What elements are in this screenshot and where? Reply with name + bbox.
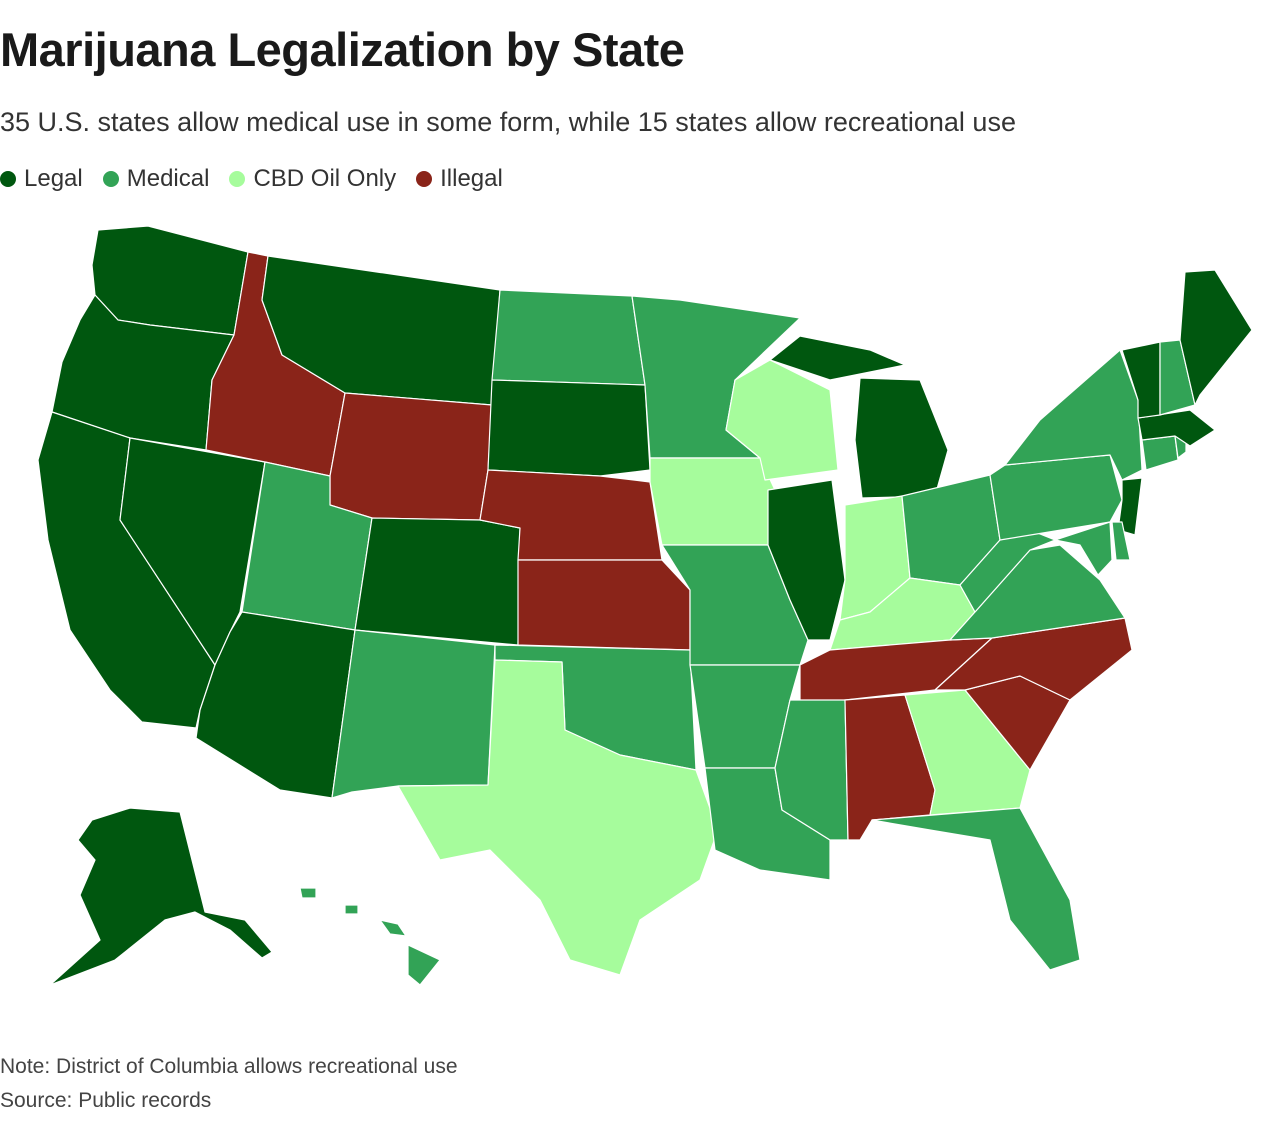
state-ME (1179, 269, 1253, 406)
state-CO (354, 517, 521, 646)
legend-item-cbd: CBD Oil Only (229, 165, 396, 193)
state-MA (1137, 409, 1216, 447)
state-IL (767, 479, 846, 641)
legend-label-medical: Medical (126, 165, 210, 192)
legend-item-legal: Legal (0, 165, 83, 193)
state-SD (487, 379, 651, 477)
state-NY (1004, 349, 1143, 481)
source: Source: Public records (0, 1089, 212, 1112)
state-MD (1054, 521, 1113, 576)
state-AK (49, 807, 273, 986)
state-WI (725, 359, 839, 481)
state-ND (491, 289, 646, 386)
state-NM (331, 629, 496, 799)
legend-swatch-cbd (229, 171, 246, 187)
state-IA (649, 457, 776, 546)
legend-swatch-illegal (416, 171, 433, 187)
state-KS (517, 559, 691, 651)
state-WY (329, 392, 493, 521)
state-TX (397, 659, 719, 976)
state-VT (1121, 341, 1161, 419)
us-map (37, 225, 1253, 986)
chart-title: Marijuana Legalization by State (0, 23, 685, 76)
legend-label-illegal: Illegal (440, 165, 503, 192)
legend-swatch-medical (102, 171, 119, 187)
legend-item-illegal: Illegal (416, 165, 503, 193)
legend-label-cbd: CBD Oil Only (253, 165, 397, 192)
state-FL (871, 807, 1081, 971)
chart-subtitle: 35 U.S. states allow medical use in some… (0, 107, 1016, 137)
state-NJ (1117, 477, 1143, 536)
legend-label-legal: Legal (24, 165, 83, 192)
state-HI (299, 887, 441, 986)
state-DE (1111, 521, 1131, 561)
note: Note: District of Columbia allows recrea… (0, 1055, 458, 1078)
state-CT (1141, 435, 1179, 471)
legend-swatch-legal (0, 171, 16, 187)
legend: Legal Medical CBD Oil Only Illegal (0, 165, 503, 193)
legend-item-medical: Medical (102, 165, 210, 193)
